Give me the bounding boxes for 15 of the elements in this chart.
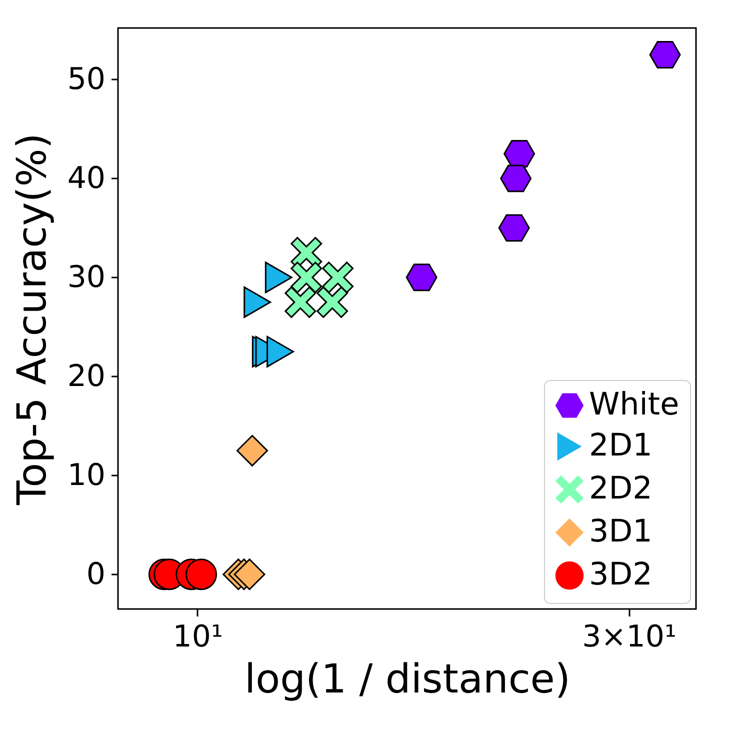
y-tick-label: 40 xyxy=(67,160,106,196)
legend-label: 2D2 xyxy=(589,470,652,506)
x-tick-label: 10¹ xyxy=(172,620,223,654)
legend-label: 3D1 xyxy=(589,514,652,550)
y-axis-title: Top-5 Accuracy(%) xyxy=(9,133,56,506)
y-tick-label: 50 xyxy=(67,62,106,97)
y-tick-label: 10 xyxy=(67,458,106,493)
x-tick-label: 3×10¹ xyxy=(582,620,677,654)
legend-label: White xyxy=(589,386,680,422)
x-axis-title: log(1 / distance) xyxy=(244,656,571,702)
legend-label: 2D1 xyxy=(589,428,652,464)
y-tick-label: 0 xyxy=(86,556,106,592)
y-tick-label: 30 xyxy=(67,260,106,295)
legend-label: 3D2 xyxy=(589,556,652,592)
y-tick-label: 20 xyxy=(67,358,106,394)
